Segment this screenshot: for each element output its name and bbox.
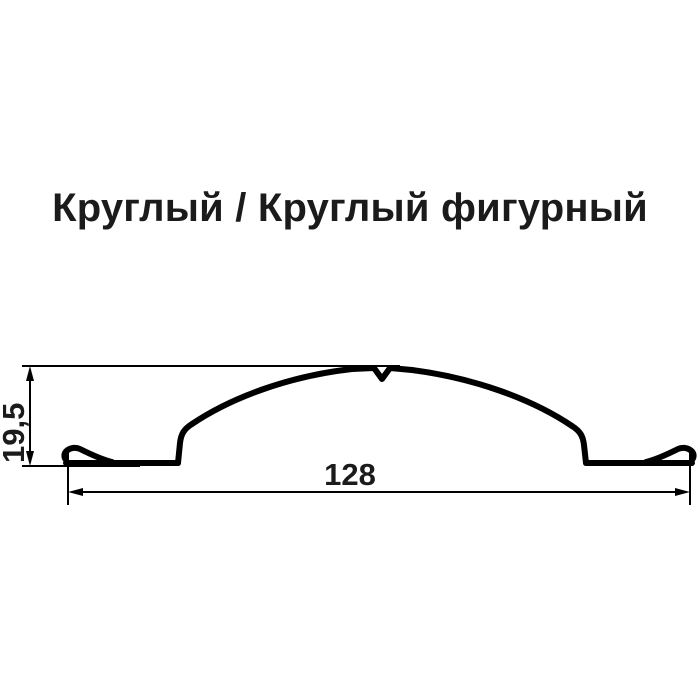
height-dimension-label: 19,5 bbox=[0, 403, 31, 463]
profile-outline bbox=[61, 365, 697, 466]
width-dimension-label: 128 bbox=[324, 457, 376, 492]
height-dimension: 19,5 bbox=[0, 366, 34, 466]
right-riser bbox=[569, 423, 589, 466]
right-hem-loop bbox=[643, 444, 697, 465]
height-arrowhead-bottom bbox=[26, 451, 34, 466]
left-riser bbox=[175, 421, 195, 466]
crown-notch bbox=[349, 365, 415, 382]
left-arch-curve bbox=[189, 366, 355, 427]
right-arch-curve bbox=[409, 367, 575, 429]
width-dimension: 128 bbox=[68, 457, 690, 496]
left-hem-loop bbox=[61, 444, 115, 465]
width-arrowhead-right bbox=[675, 488, 690, 496]
height-arrowhead-top bbox=[26, 366, 34, 381]
page-title: Круглый / Круглый фигурный bbox=[52, 186, 648, 230]
width-arrowhead-left bbox=[68, 488, 83, 496]
